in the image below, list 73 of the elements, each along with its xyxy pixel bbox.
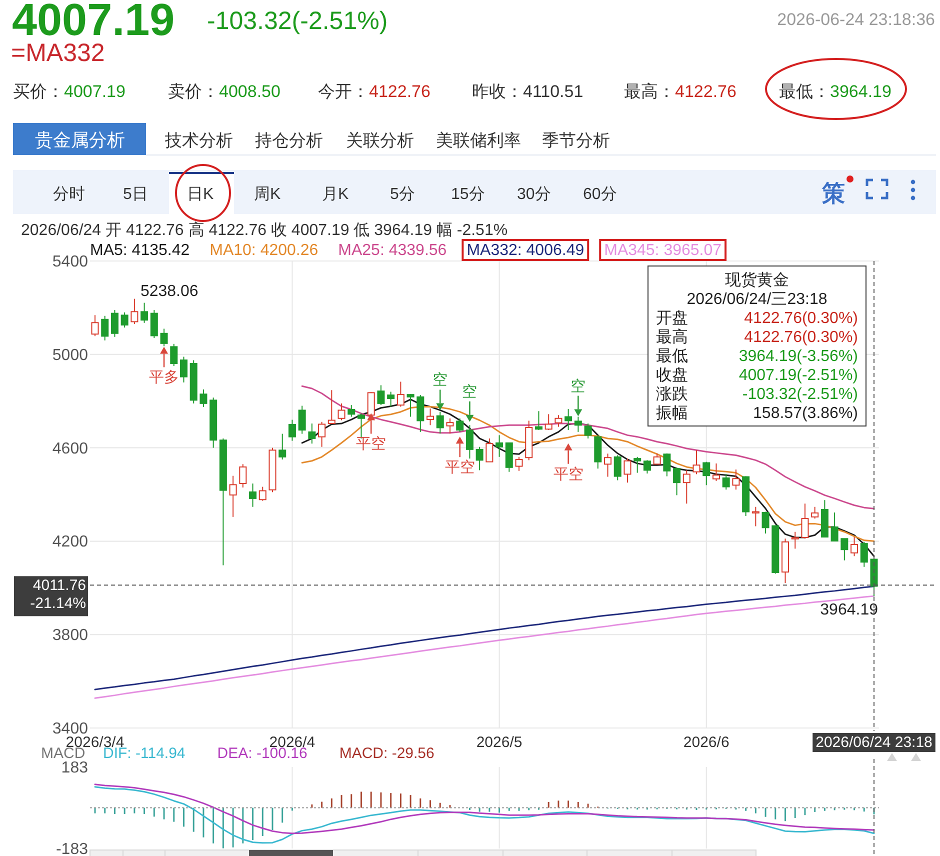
y-tick-label: 183 xyxy=(61,760,88,776)
text: 周K xyxy=(254,186,281,203)
text: 技术分析 xyxy=(164,131,233,150)
text: 5分 xyxy=(390,186,415,203)
annotation: 收盘 xyxy=(656,367,688,384)
text: 月K xyxy=(322,186,349,203)
annotation: 最低 xyxy=(656,348,688,365)
annotation: -103.32(-2.51%) xyxy=(742,386,858,403)
text: 30分 xyxy=(517,186,551,203)
y-tick-label: 3400 xyxy=(52,720,88,738)
text: -103.32(-2.51%) xyxy=(207,7,388,35)
text: MA345: 3965.07 xyxy=(604,242,722,259)
text: -21.14% xyxy=(30,595,86,612)
text: 最低： xyxy=(779,82,830,101)
data-label: 平空 xyxy=(444,459,475,476)
text: 60分 xyxy=(583,186,617,203)
text: 最高： xyxy=(624,82,675,101)
text: 4122.76 xyxy=(369,82,430,101)
annotation: 4122.76(0.30%) xyxy=(744,329,858,346)
text: 季节分析 xyxy=(542,131,610,150)
text: 策 xyxy=(821,180,845,206)
data-label: 平多 xyxy=(149,369,180,386)
text: 5日 xyxy=(123,186,148,203)
data-label: 空 xyxy=(432,372,448,389)
text: 2026-06-24 23:18:36 xyxy=(777,10,935,29)
data-label: 平空 xyxy=(356,436,386,453)
text: 4122.76 xyxy=(675,82,736,101)
y-tick-label: 3800 xyxy=(52,627,88,644)
annotation: 5238.06 xyxy=(140,282,198,300)
chart-subtitle: 2026/06/24 开 4122.76 高 4122.76 收 4007.19 低 3964.19 幅 -2.51% xyxy=(21,221,508,239)
text: MA10: 4200.26 xyxy=(210,242,318,259)
annotation: 2026/06/24/三23:18 xyxy=(686,291,828,308)
x-tick-label: 2026/5 xyxy=(476,734,522,751)
y-tick-label: 5000 xyxy=(52,346,88,364)
text: 3964.19 xyxy=(830,82,892,101)
y-tick-label: 4200 xyxy=(52,534,88,551)
annotation: 振幅 xyxy=(656,405,688,422)
annotation: 涨跌 xyxy=(656,385,688,403)
text: MACD: -29.56 xyxy=(339,745,434,762)
text: 关联分析 xyxy=(346,131,414,150)
text: 贵金属分析 xyxy=(35,130,125,150)
text: 持仓分析 xyxy=(255,131,323,150)
text: 昨收： xyxy=(472,82,523,101)
data-label: 空 xyxy=(462,383,478,400)
text: 日K xyxy=(187,186,214,203)
text: 今开： xyxy=(318,82,369,101)
annotation: 最高 xyxy=(656,328,688,346)
data-label: 空 xyxy=(570,378,586,395)
text: 4007.19 xyxy=(64,82,126,101)
text: 4110.51 xyxy=(523,82,584,101)
ref-line-label: 4011.76 xyxy=(32,577,86,594)
text: 买价： xyxy=(13,82,64,101)
annotation: 3964.19(-3.56%) xyxy=(738,348,858,365)
text: 卖价： xyxy=(168,82,219,101)
y-tick-label: 5400 xyxy=(52,254,88,270)
annotation: 3964.19 xyxy=(820,601,878,618)
y-tick-label: -183 xyxy=(56,841,88,856)
annotation: 开盘 xyxy=(656,310,688,327)
data-label: 平空 xyxy=(553,466,584,483)
x-tick-label: 2026/6 xyxy=(683,734,730,751)
annotation: 现货黄金 xyxy=(725,271,789,289)
text: 美联储利率 xyxy=(436,131,521,150)
text: 分时 xyxy=(53,185,85,203)
annotation: 158.57(3.86%) xyxy=(753,405,858,422)
text: 15分 xyxy=(451,186,485,203)
text: MA332: 4006.49 xyxy=(466,242,584,259)
text: 4008.50 xyxy=(219,82,280,101)
annotation: 4007.19(-2.51%) xyxy=(738,367,858,384)
text: MA25: 4339.56 xyxy=(338,242,447,259)
y-tick-label: 4600 xyxy=(52,440,88,458)
annotation: 4122.76(0.30%) xyxy=(744,310,858,327)
x-tick-label: 2026/06/24 23:18 xyxy=(816,734,932,751)
text: MA5: 4135.42 xyxy=(90,242,190,259)
